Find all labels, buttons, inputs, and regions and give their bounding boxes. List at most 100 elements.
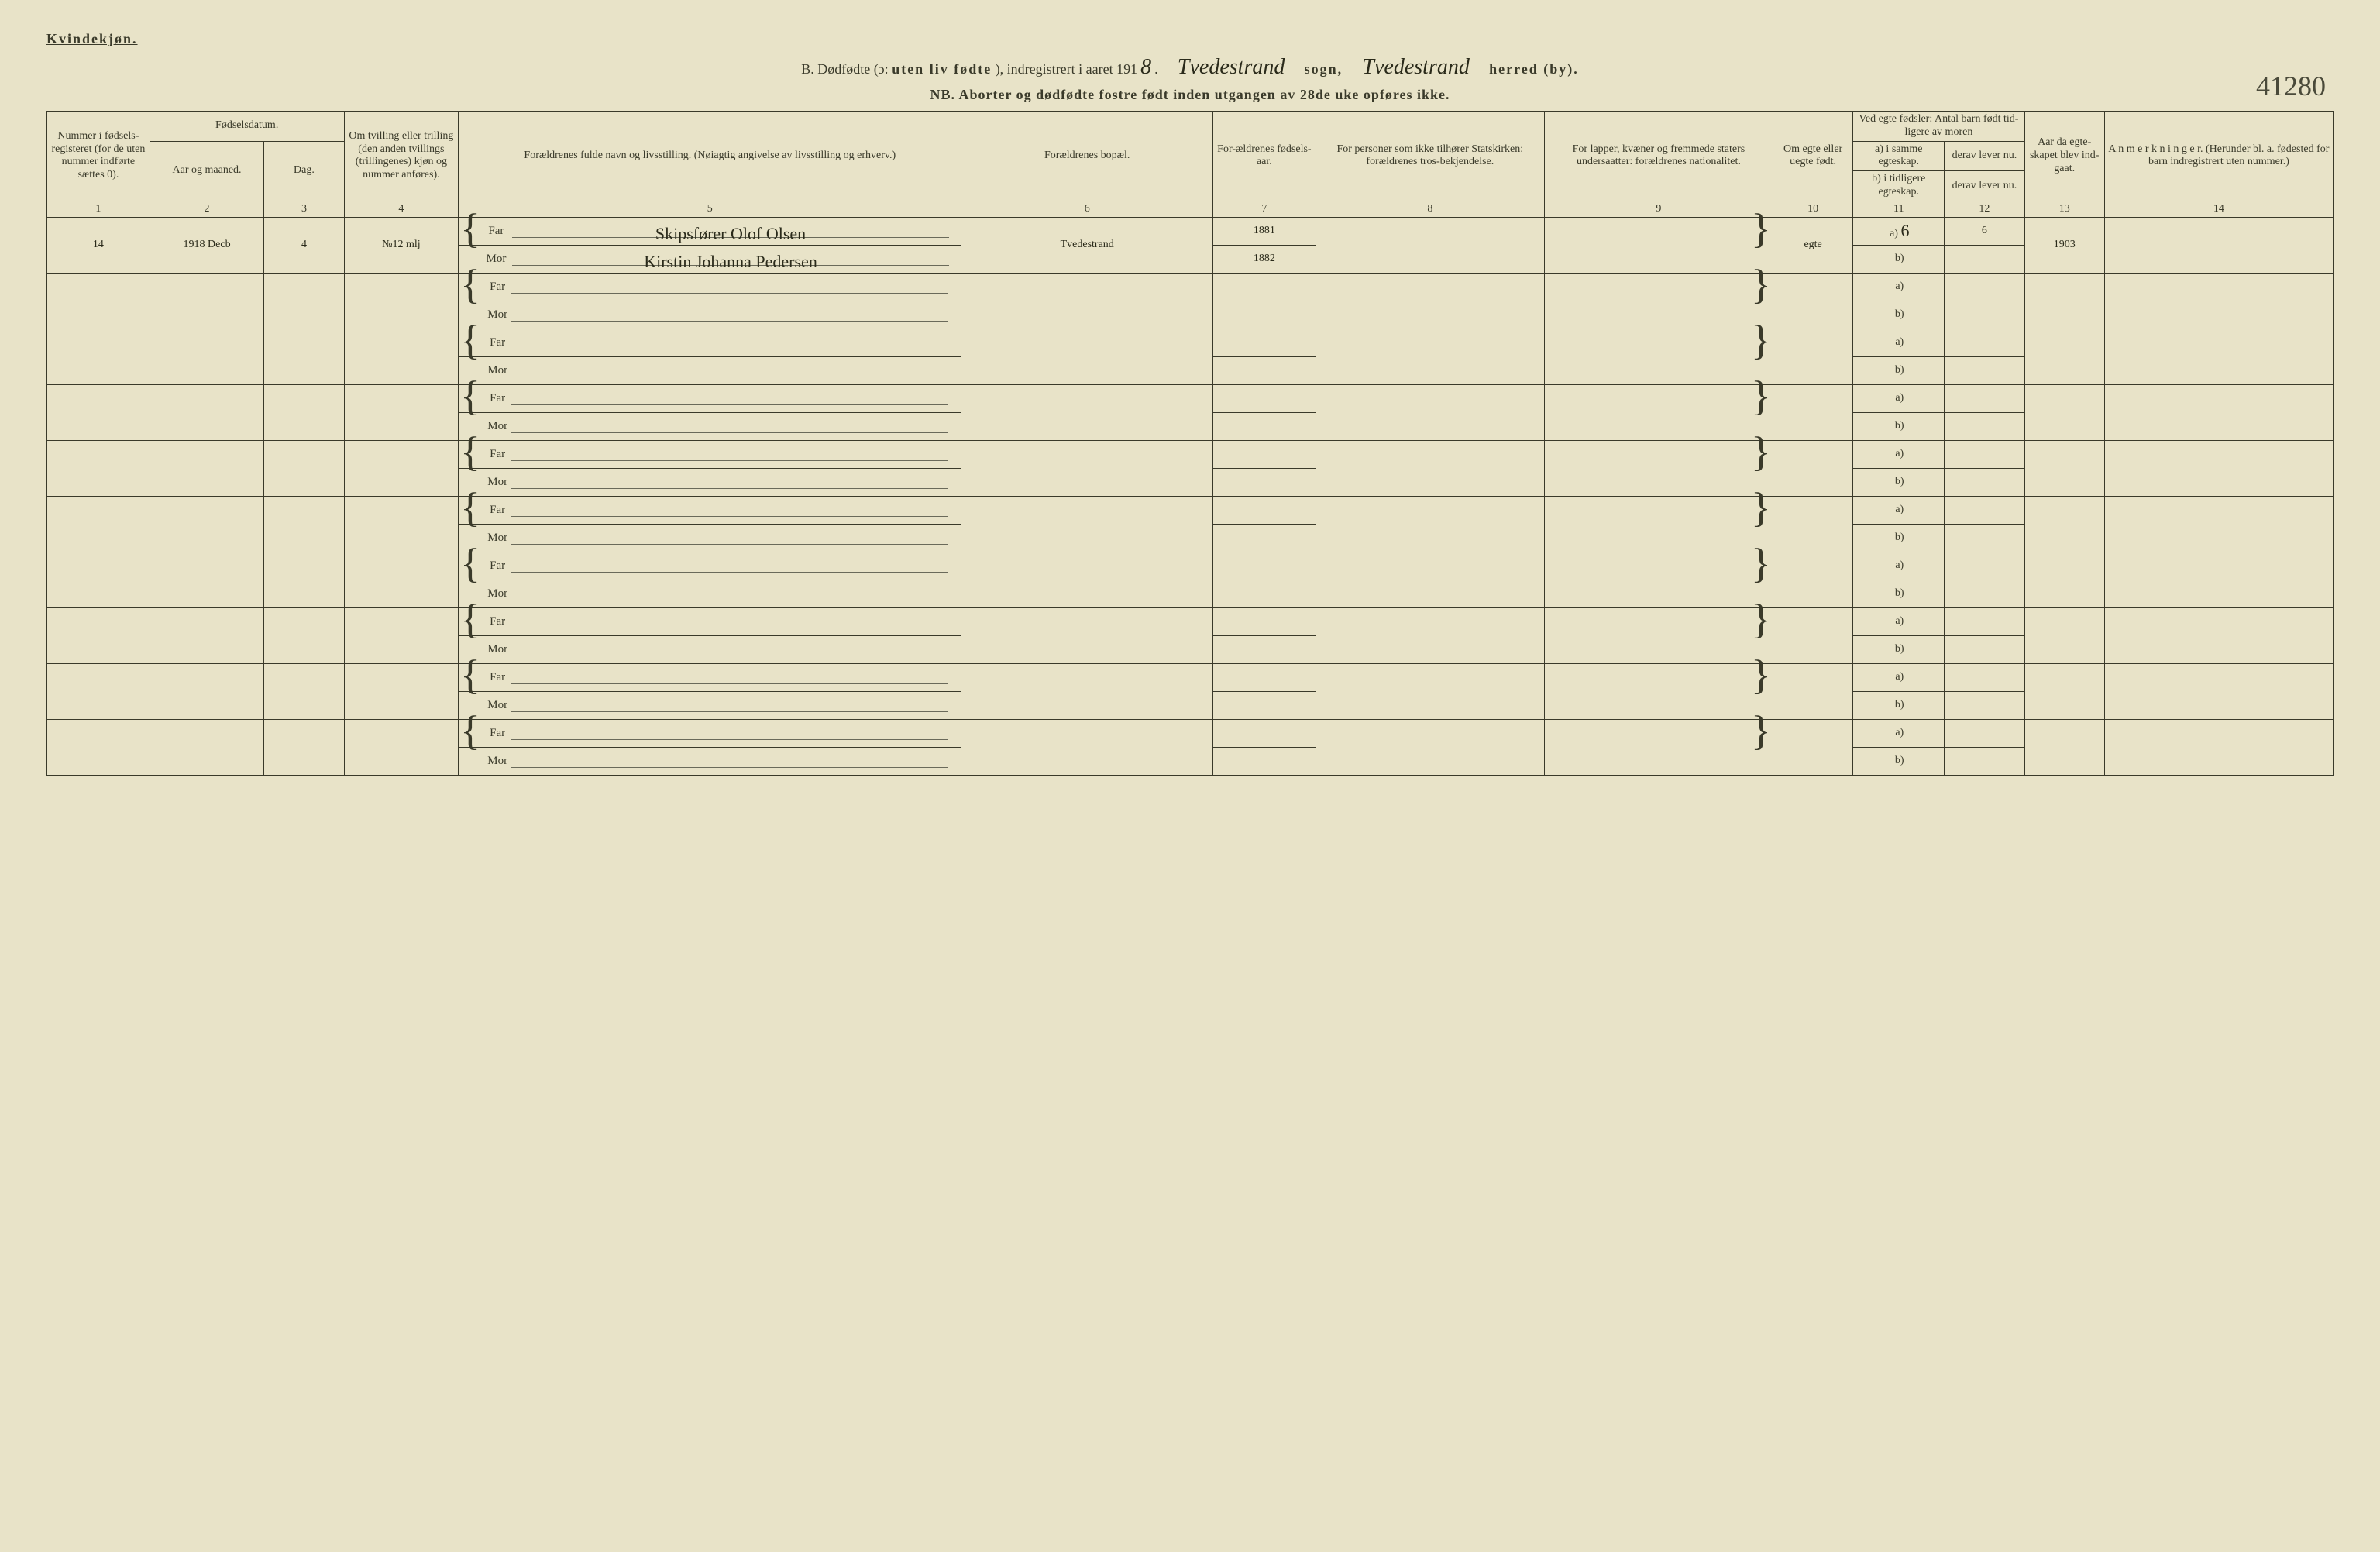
colnum: 2 (150, 201, 264, 217)
cell-twin (344, 384, 459, 440)
brace-icon: { (460, 270, 480, 300)
cell-14 (2104, 607, 2333, 663)
cell-9: } (1544, 329, 1773, 384)
cell-12b (1945, 580, 2024, 607)
hdr-4: Om tvilling eller trilling (den anden tv… (344, 112, 459, 201)
far-name (511, 726, 948, 740)
cell-year-month (150, 329, 264, 384)
cell-14 (2104, 273, 2333, 329)
cell-year-month (150, 273, 264, 329)
cell-twin (344, 329, 459, 384)
colnum: 9 (1544, 201, 1773, 217)
table-row: {Far}a) (47, 496, 2334, 524)
cell-egte: egte (1773, 217, 1852, 273)
table-row: {Far}a) (47, 552, 2334, 580)
cell-11a: a) (1853, 607, 1945, 635)
cell-mor: Mor (459, 468, 961, 496)
cell-far-year: 1881 (1213, 217, 1316, 245)
hdr-9: For lapper, kvæner og fremmede staters u… (1544, 112, 1773, 201)
cell-11b: b) (1853, 245, 1945, 273)
cell-12a (1945, 719, 2024, 747)
mor-name (511, 419, 948, 433)
cell-num (47, 440, 150, 496)
colnum: 6 (961, 201, 1213, 217)
cell-far: {Far (459, 552, 961, 580)
cell-far: {Far (459, 440, 961, 468)
mor-label: Mor (484, 643, 511, 656)
ledger-table: Nummer i fødsels-registeret (for de uten… (46, 111, 2334, 776)
far-label: Far (484, 559, 511, 573)
colnum: 13 (2024, 201, 2104, 217)
cell-far: {Far (459, 663, 961, 691)
cell-bopael (961, 607, 1213, 663)
gender-label: Kvindekjøn. (46, 31, 2334, 47)
cell-mor: Mor (459, 691, 961, 719)
cell-far: {Far (459, 329, 961, 356)
cell-14 (2104, 496, 2333, 552)
cell-year-month (150, 607, 264, 663)
far-label: Far (484, 671, 511, 684)
page-number: 41280 (2256, 70, 2326, 102)
brace-icon: } (1751, 270, 1771, 300)
cell-14 (2104, 217, 2333, 273)
colnum: 12 (1945, 201, 2024, 217)
cell-9: } (1544, 217, 1773, 273)
cell-far: {Far (459, 384, 961, 412)
mor-name (511, 475, 948, 489)
cell-far-year (1213, 496, 1316, 524)
far-label: Far (484, 615, 511, 628)
mor-label: Mor (484, 476, 511, 489)
far-name (511, 559, 948, 573)
brace-icon: { (460, 326, 480, 356)
b-label: b) (1895, 253, 1904, 264)
cell-mor-year (1213, 468, 1316, 496)
cell-11a: a) (1853, 384, 1945, 412)
cell-egte (1773, 719, 1852, 775)
far-label: Far (484, 504, 511, 517)
cell-num (47, 719, 150, 775)
column-number-row: 1 2 3 4 5 6 7 8 9 10 11 12 13 14 (47, 201, 2334, 217)
cell-year-month (150, 552, 264, 607)
cell-12a (1945, 329, 2024, 356)
hdr-12b: derav lever nu. (1945, 171, 2024, 201)
hdr-11b: b) i tidligere egteskap. (1853, 171, 1945, 201)
cell-11b: b) (1853, 412, 1945, 440)
mor-label: Mor (484, 420, 511, 433)
cell-14 (2104, 384, 2333, 440)
cell-bopael (961, 384, 1213, 440)
mor-label: Mor (484, 699, 511, 712)
table-row: 14 1918 Decb 4 №12 mlj { Far Skipsfører … (47, 217, 2334, 245)
title-prefix: B. Dødfødte (ɔ: (801, 61, 888, 77)
cell-num (47, 552, 150, 607)
cell-13 (2024, 440, 2104, 496)
mor-name (511, 363, 948, 377)
cell-8 (1316, 273, 1544, 329)
colnum: 5 (459, 201, 961, 217)
far-label: Far (484, 727, 511, 740)
cell-mor-year: 1882 (1213, 245, 1316, 273)
hdr-3: Dag. (264, 141, 344, 201)
val-11a: 6 (1900, 221, 1909, 240)
colnum: 4 (344, 201, 459, 217)
cell-egte (1773, 440, 1852, 496)
cell-bopael (961, 440, 1213, 496)
cell-bopael: Tvedestrand (961, 217, 1213, 273)
cell-far-year (1213, 663, 1316, 691)
cell-bopael (961, 273, 1213, 329)
brace-icon: } (1751, 605, 1771, 635)
colnum: 7 (1213, 201, 1316, 217)
cell-twin (344, 719, 459, 775)
cell-far-year (1213, 552, 1316, 580)
cell-8 (1316, 496, 1544, 552)
cell-far: { Far Skipsfører Olof Olsen (459, 217, 961, 245)
far-name (511, 391, 948, 405)
brace-icon: } (1751, 326, 1771, 356)
cell-11a: a) (1853, 329, 1945, 356)
cell-far-year (1213, 273, 1316, 301)
cell-bopael (961, 329, 1213, 384)
cell-mor: Mor (459, 635, 961, 663)
cell-far: {Far (459, 719, 961, 747)
year-suffix: 8 (1137, 55, 1154, 81)
cell-mor: Mor Kirstin Johanna Pedersen (459, 245, 961, 273)
brace-icon: } (1751, 215, 1771, 244)
